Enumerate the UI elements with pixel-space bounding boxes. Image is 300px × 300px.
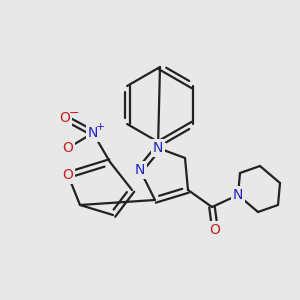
Text: O: O bbox=[63, 141, 74, 155]
Text: N: N bbox=[135, 163, 145, 177]
Text: O: O bbox=[210, 223, 220, 237]
Text: N: N bbox=[153, 141, 163, 155]
Text: +: + bbox=[95, 122, 105, 132]
Text: O: O bbox=[60, 111, 70, 125]
Text: N: N bbox=[88, 126, 98, 140]
Text: −: − bbox=[69, 106, 79, 119]
Text: O: O bbox=[63, 168, 74, 182]
Text: N: N bbox=[233, 188, 243, 202]
